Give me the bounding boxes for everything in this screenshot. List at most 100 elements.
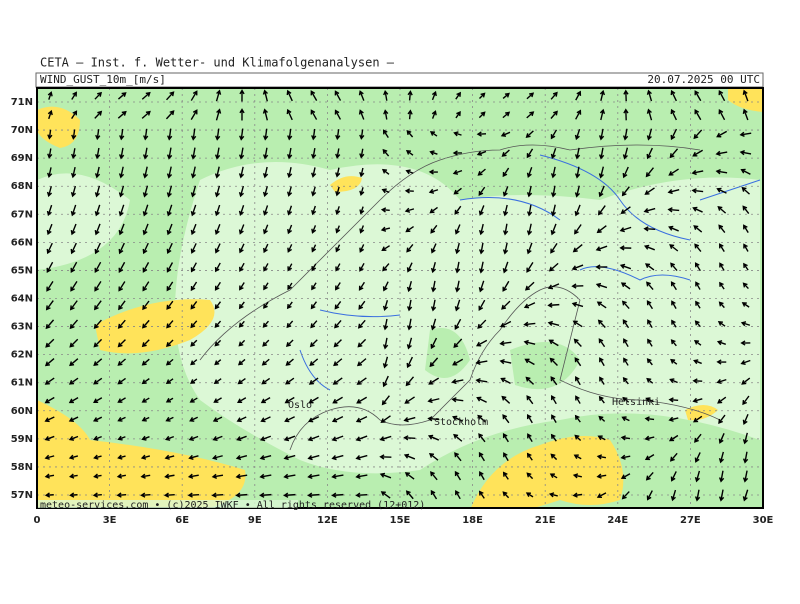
wind-arrow bbox=[692, 397, 703, 403]
wind-arrow bbox=[548, 492, 558, 498]
wind-arrow bbox=[311, 148, 317, 160]
wind-arrow bbox=[596, 492, 607, 499]
gust-zone bbox=[37, 106, 80, 148]
latitude-label: 66N bbox=[11, 237, 33, 248]
wind-arrow bbox=[118, 261, 126, 273]
wind-arrow bbox=[334, 90, 342, 101]
wind-arrow bbox=[190, 90, 198, 101]
wind-arrow bbox=[694, 452, 701, 463]
wind-arrow bbox=[694, 109, 702, 121]
wind-arrow bbox=[526, 223, 533, 236]
wind-arrow bbox=[526, 148, 534, 159]
wind-arrow bbox=[429, 150, 438, 156]
wind-arrow bbox=[694, 433, 702, 443]
wind-arrow bbox=[214, 204, 221, 217]
wind-arrow bbox=[118, 300, 126, 311]
wind-arrow bbox=[619, 226, 632, 233]
wind-arrow bbox=[452, 415, 464, 422]
wind-arrow bbox=[645, 397, 654, 403]
wind-arrow bbox=[190, 166, 197, 179]
wind-arrow bbox=[571, 264, 584, 271]
wind-arrow bbox=[718, 89, 726, 102]
wind-arrow bbox=[117, 377, 126, 385]
wind-arrow bbox=[331, 435, 344, 442]
wind-arrow bbox=[502, 432, 509, 443]
wind-arrow bbox=[551, 395, 557, 405]
wind-arrow bbox=[214, 166, 221, 179]
wind-arrow bbox=[742, 432, 749, 445]
wind-arrow bbox=[287, 282, 293, 291]
wind-arrow bbox=[166, 281, 174, 292]
wind-arrow bbox=[451, 378, 464, 385]
gust-zone bbox=[470, 436, 624, 508]
wind-arrow bbox=[716, 187, 727, 194]
wind-arrow bbox=[551, 414, 557, 423]
wind-arrow bbox=[574, 185, 581, 198]
wind-arrow bbox=[237, 358, 246, 366]
wind-arrow bbox=[187, 492, 200, 498]
wind-arrow bbox=[622, 396, 630, 403]
wind-arrow bbox=[646, 108, 653, 121]
wind-arrow bbox=[717, 321, 726, 327]
wind-arrow bbox=[307, 473, 320, 480]
wind-arrow bbox=[94, 204, 101, 217]
wind-arrow bbox=[46, 204, 53, 217]
wind-arrow bbox=[742, 205, 750, 215]
wind-arrow bbox=[428, 452, 439, 461]
wind-arrow bbox=[740, 168, 751, 175]
wind-arrow bbox=[69, 319, 79, 330]
wind-arrow bbox=[117, 92, 127, 100]
wind-arrow bbox=[524, 358, 535, 366]
wind-arrow bbox=[574, 128, 581, 141]
wind-arrow bbox=[44, 473, 55, 479]
wind-arrow bbox=[695, 281, 701, 290]
wind-arrow bbox=[93, 454, 102, 460]
wind-arrow bbox=[311, 282, 317, 291]
wind-arrow bbox=[523, 339, 536, 346]
wind-arrow bbox=[358, 281, 365, 291]
wind-arrow bbox=[166, 320, 174, 329]
wind-arrow bbox=[693, 415, 703, 423]
wind-arrow bbox=[526, 261, 534, 273]
wind-arrow bbox=[692, 378, 703, 384]
wind-arrow bbox=[94, 300, 102, 311]
wind-arrow bbox=[285, 339, 294, 347]
wind-arrow bbox=[45, 338, 55, 348]
wind-arrow bbox=[550, 223, 557, 236]
wind-arrow bbox=[644, 416, 655, 422]
wind-arrow bbox=[332, 396, 343, 404]
longitude-label: 3E bbox=[103, 515, 117, 526]
wind-arrow bbox=[214, 359, 222, 366]
wind-arrow bbox=[526, 185, 533, 198]
latitude-label: 69N bbox=[11, 153, 33, 164]
longitude-label: 18E bbox=[462, 515, 483, 526]
wind-arrow bbox=[259, 492, 272, 498]
wind-arrow bbox=[381, 188, 390, 194]
wind-arrow bbox=[431, 110, 437, 119]
wind-arrow bbox=[597, 435, 606, 441]
wind-arrow bbox=[285, 377, 295, 385]
wind-arrow bbox=[190, 223, 197, 236]
wind-arrow bbox=[716, 378, 727, 384]
wind-arrow bbox=[502, 261, 509, 274]
wind-arrow bbox=[141, 435, 150, 441]
wind-arrow bbox=[380, 491, 391, 499]
wind-arrow bbox=[116, 473, 126, 479]
wind-arrow bbox=[263, 282, 269, 291]
latitude-label: 63N bbox=[11, 322, 33, 333]
wind-arrow bbox=[718, 470, 725, 483]
wind-arrow bbox=[286, 320, 294, 329]
wind-arrow bbox=[427, 416, 440, 422]
wind-arrow bbox=[47, 91, 53, 100]
latitude-label: 62N bbox=[11, 350, 33, 361]
wind-arrow bbox=[142, 223, 149, 236]
wind-arrow bbox=[334, 301, 342, 310]
wind-arrow bbox=[359, 244, 365, 253]
wind-arrow bbox=[500, 131, 511, 137]
wind-arrow bbox=[694, 90, 702, 102]
wind-arrow bbox=[740, 340, 751, 346]
wind-arrow bbox=[478, 205, 485, 216]
wind-arrow bbox=[692, 206, 703, 213]
wind-arrow bbox=[71, 148, 77, 160]
wind-arrow bbox=[333, 339, 342, 348]
